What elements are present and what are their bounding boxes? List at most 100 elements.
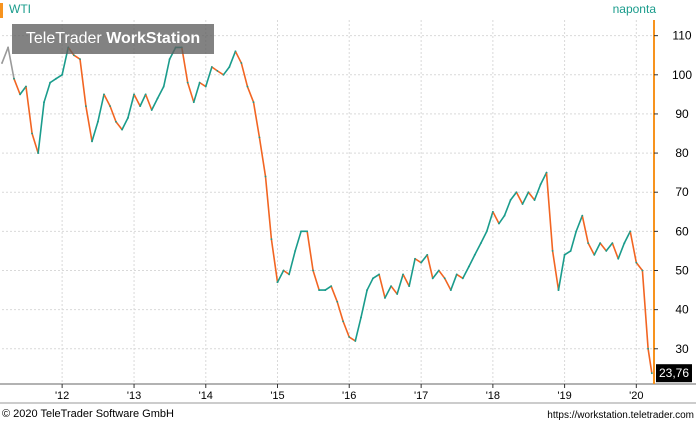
price-segment	[384, 285, 392, 299]
price-segment	[515, 191, 524, 205]
price-segment	[264, 175, 273, 240]
price-point	[144, 93, 147, 96]
price-point	[13, 77, 15, 80]
price-segment	[162, 58, 171, 88]
price-point	[473, 253, 476, 256]
price-point	[330, 285, 333, 288]
price-segment	[533, 183, 542, 201]
price-segment	[13, 77, 21, 96]
price-point	[455, 273, 458, 276]
price-point	[336, 300, 339, 303]
watermark-product: WorkStation	[106, 30, 201, 47]
price-segment	[569, 230, 577, 252]
price-segment	[198, 81, 207, 88]
price-segment	[25, 85, 33, 135]
price-point	[25, 85, 27, 88]
price-segment	[455, 273, 464, 280]
price-point	[384, 296, 386, 299]
price-point	[73, 54, 75, 57]
price-point	[557, 289, 560, 291]
price-point	[366, 289, 369, 291]
price-segment	[204, 66, 213, 88]
price-segment	[216, 70, 225, 76]
price-point	[498, 222, 500, 225]
price-point	[617, 257, 620, 260]
price-segment	[366, 277, 374, 291]
price-point	[491, 210, 494, 213]
y-axis-ticks: 30 40 50 60 70 80 90 100 110	[654, 29, 692, 356]
price-segment	[85, 105, 93, 143]
y-tick-label-60: 60	[675, 224, 689, 238]
price-segment	[438, 269, 446, 280]
price-segment	[480, 230, 488, 244]
price-segment	[593, 242, 601, 256]
x-tick-label-0: '12	[55, 390, 69, 402]
price-point	[96, 120, 99, 123]
price-point	[629, 230, 632, 233]
price-segment	[282, 269, 290, 276]
price-point	[431, 277, 434, 280]
price-point	[426, 253, 429, 256]
price-segment	[192, 81, 201, 103]
price-segment	[408, 257, 416, 287]
y-tick-label-40: 40	[675, 303, 689, 317]
price-segment	[55, 73, 63, 80]
price-segment	[641, 269, 649, 350]
price-segment	[19, 85, 27, 96]
period-label: naponta	[612, 2, 656, 16]
price-point	[324, 289, 327, 291]
price-point	[569, 250, 572, 252]
price-point	[133, 93, 135, 96]
price-point	[650, 372, 653, 375]
price-point	[222, 73, 225, 76]
price-point	[156, 97, 159, 100]
price-point	[372, 277, 374, 280]
price-segment	[258, 136, 267, 178]
x-tick-label-4: '16	[342, 390, 356, 402]
price-segment	[91, 120, 99, 143]
source-url[interactable]: https://workstation.teletrader.com	[547, 410, 694, 421]
price-segment	[276, 269, 285, 284]
price-point	[647, 347, 650, 350]
price-point	[593, 253, 596, 256]
watermark-brand: TeleTrader	[25, 30, 102, 47]
price-point	[533, 199, 536, 201]
chart-grid	[2, 20, 654, 384]
price-point	[198, 81, 201, 84]
y-tick-label-100: 100	[672, 68, 692, 82]
symbol-marker	[0, 3, 3, 18]
y-tick-label-50: 50	[675, 263, 689, 277]
price-segment	[527, 191, 536, 201]
price-segment	[115, 120, 123, 131]
price-segment	[498, 214, 506, 225]
price-point	[79, 58, 81, 61]
price-point	[509, 199, 512, 201]
price-segment	[288, 250, 296, 276]
last-price-label: 23,76	[659, 366, 689, 380]
price-point	[449, 289, 452, 291]
y-tick-label-80: 80	[675, 146, 689, 160]
price-point	[437, 269, 440, 272]
price-point	[103, 93, 105, 96]
price-point	[162, 85, 165, 88]
price-segment	[133, 93, 141, 107]
x-tick-label-1: '13	[127, 390, 141, 402]
last-price-marker: 23,76	[656, 364, 692, 383]
price-segment	[127, 93, 135, 119]
price-point	[443, 277, 446, 280]
x-tick-label-3: '15	[270, 390, 284, 402]
price-point	[605, 250, 608, 252]
price-segment	[294, 230, 302, 252]
price-segment	[31, 132, 39, 154]
price-point	[192, 101, 195, 104]
price-segment	[43, 81, 51, 103]
price-point	[43, 101, 45, 104]
price-point	[246, 85, 249, 88]
price-point	[396, 293, 399, 295]
price-segment	[647, 347, 653, 374]
price-segment	[252, 101, 261, 139]
price-point	[240, 62, 243, 64]
price-segment	[222, 66, 231, 76]
price-point	[37, 152, 40, 154]
